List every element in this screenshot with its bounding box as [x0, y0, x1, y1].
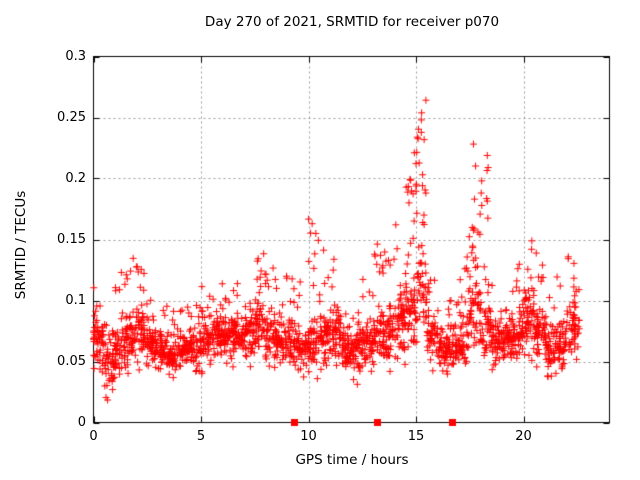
- y-tick-label: 0.25: [57, 110, 86, 125]
- x-tick-label: 5: [196, 429, 206, 444]
- y-axis-title-text: SRMTID / TECUs: [13, 190, 29, 300]
- y-tick-label: 0.2: [65, 171, 86, 186]
- x-tick-label: 20: [515, 429, 532, 444]
- x-axis-title: GPS time / hours: [295, 452, 409, 468]
- y-tick-label: 0.1: [65, 293, 86, 308]
- x-tick-label: 0: [89, 429, 98, 444]
- y-tick-label: 0.3: [65, 49, 86, 64]
- chart-title: Day 270 of 2021, SRMTID for receiver p07…: [204, 14, 500, 30]
- y-tick-label: 0: [77, 415, 86, 430]
- y-tick-label: 0.15: [57, 232, 86, 247]
- y-tick-label: 0.05: [57, 354, 86, 369]
- x-tick-label: 10: [300, 429, 317, 444]
- x-tick-label: 15: [407, 429, 425, 444]
